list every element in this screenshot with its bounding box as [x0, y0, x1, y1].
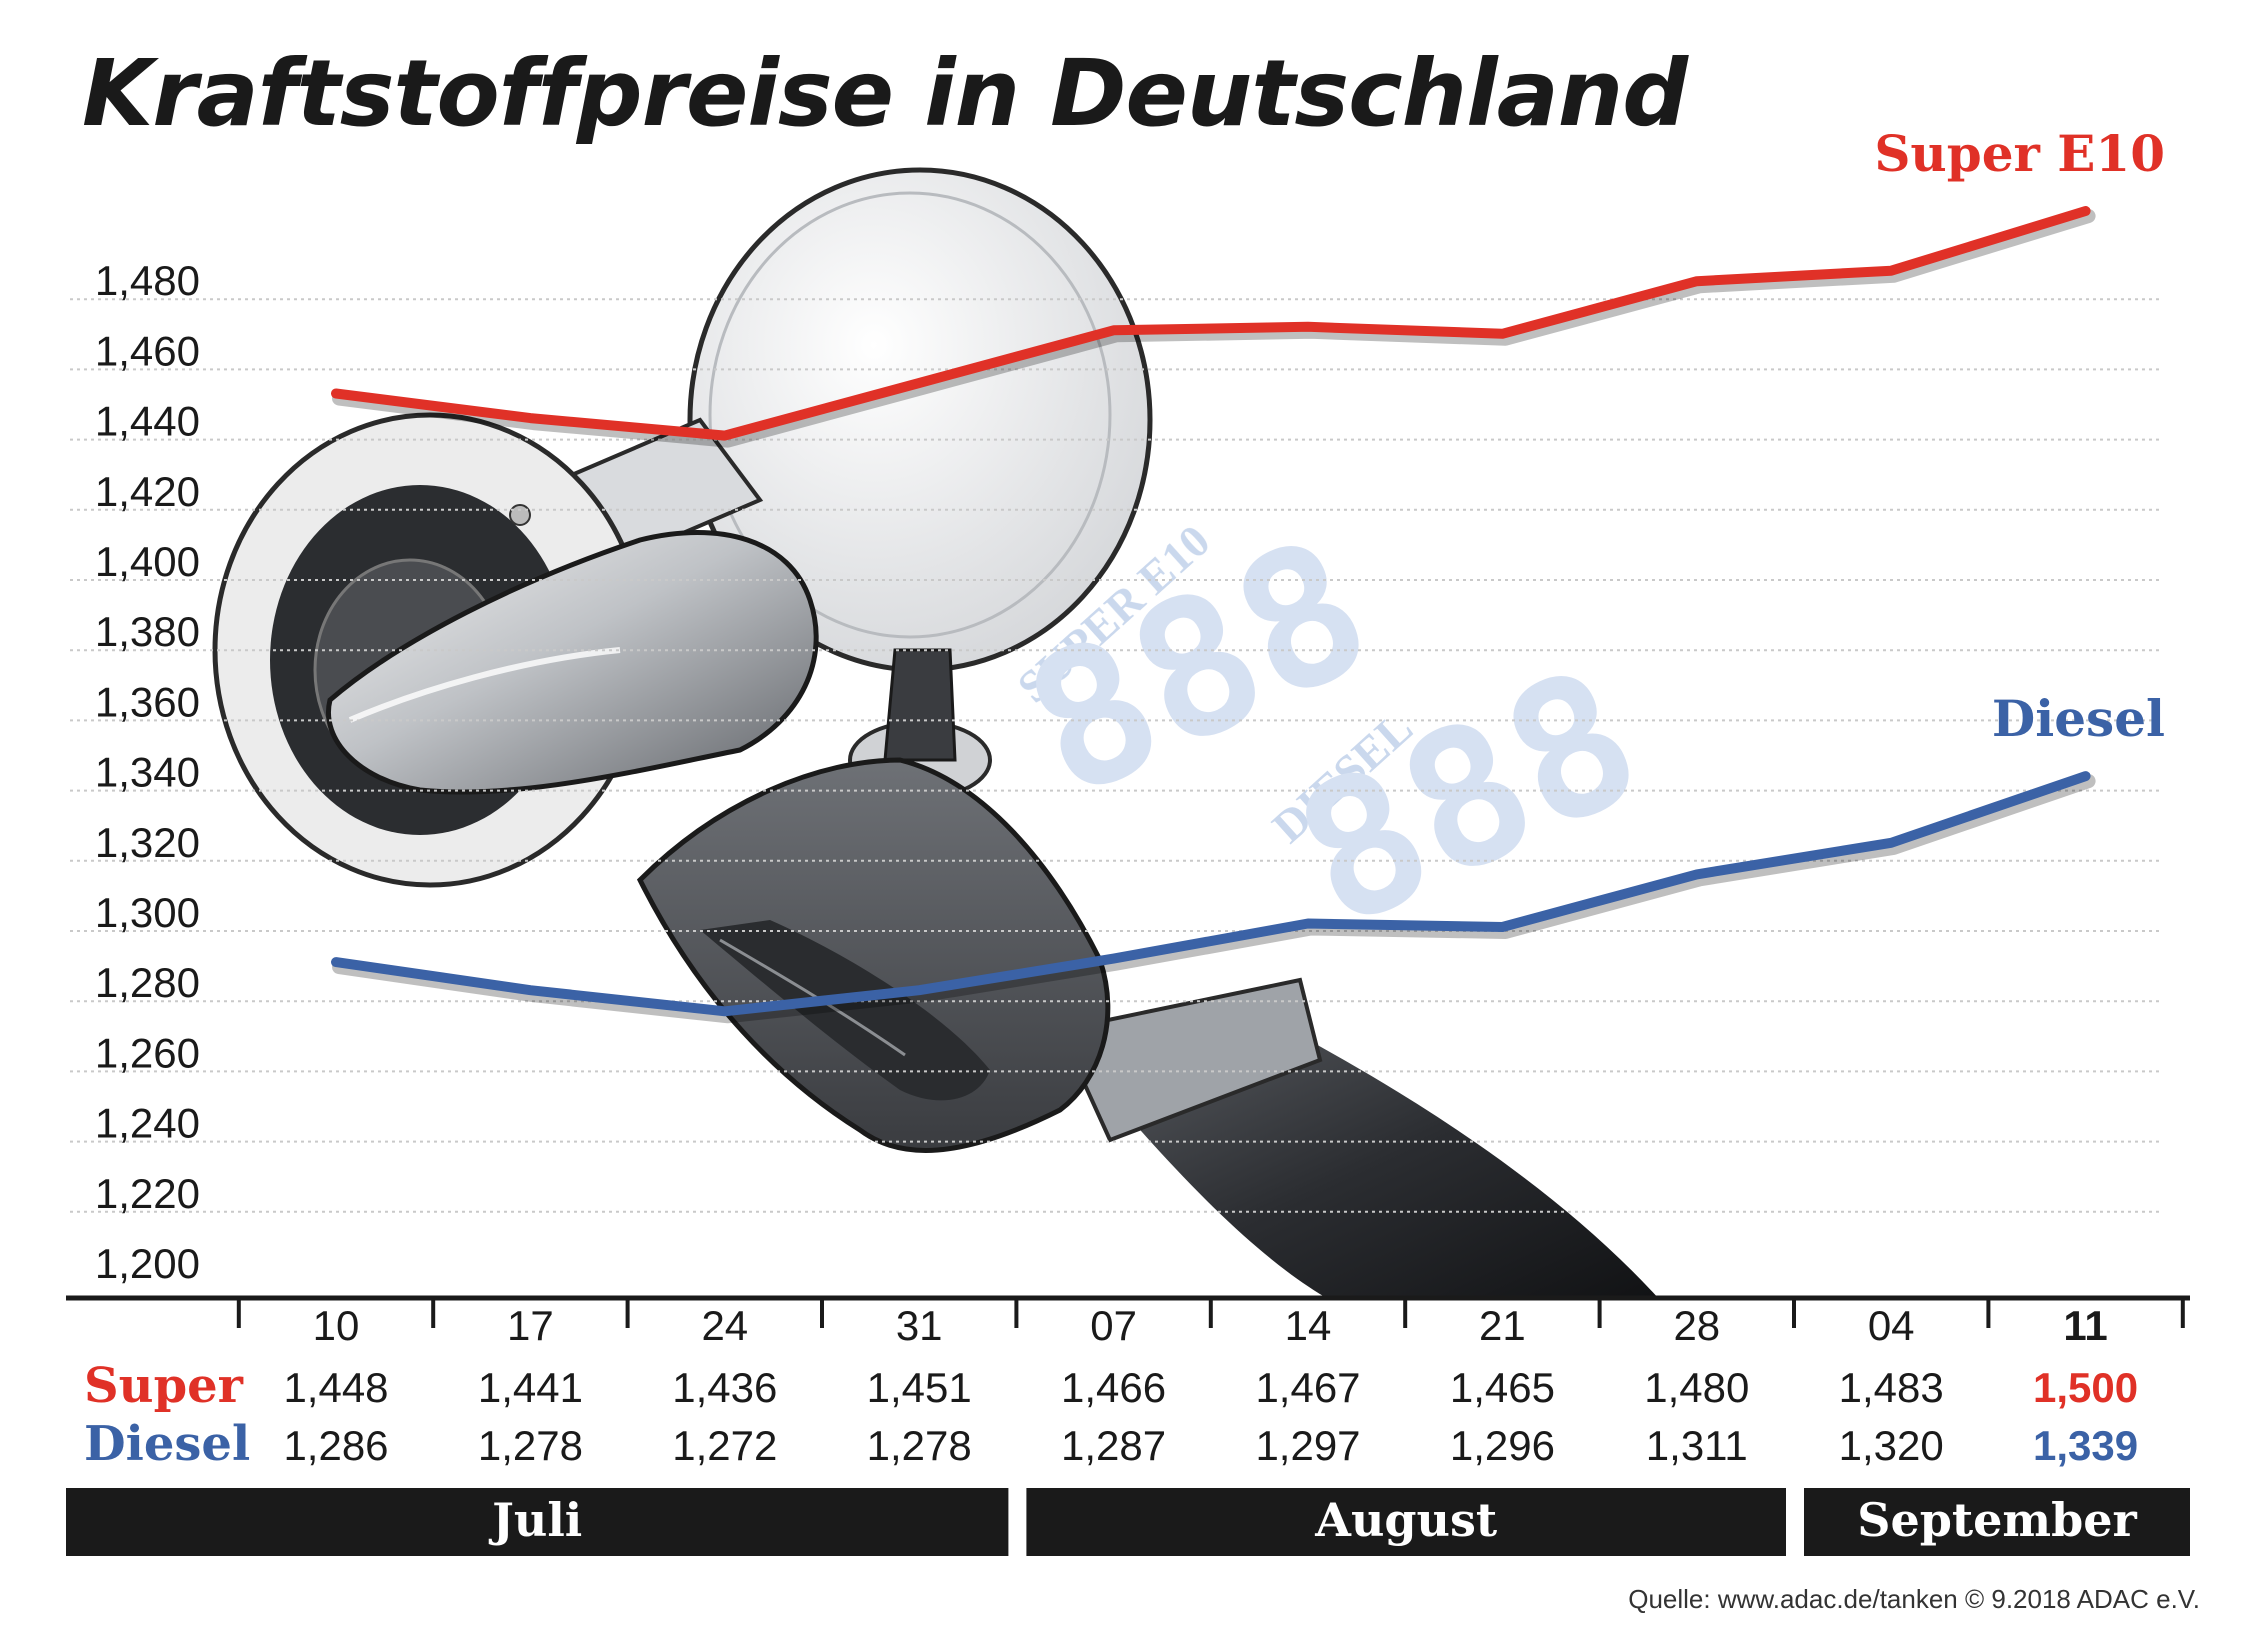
table-value: 1,500	[2033, 1364, 2138, 1411]
y-tick-label: 1,420	[95, 468, 200, 515]
y-tick-label: 1,200	[95, 1240, 200, 1287]
table-value: 1,296	[1450, 1422, 1555, 1469]
x-axis: 10 17 24 31 07 14 21 28 04 11	[66, 1295, 2190, 1349]
y-tick-label: 1,320	[95, 819, 200, 866]
series-line-shadow	[332, 774, 2096, 1024]
series-line-diesel	[331, 771, 2091, 1017]
table-value: 1,278	[867, 1422, 972, 1469]
x-tick-label: 28	[1673, 1302, 1720, 1349]
fuel-nozzle-illustration	[212, 167, 1660, 1300]
month-label: August	[1314, 1493, 1498, 1547]
y-tick-label: 1,260	[95, 1029, 200, 1076]
y-tick-label: 1,400	[95, 538, 200, 585]
chart-gridlines	[70, 298, 2160, 1213]
table-value: 1,451	[867, 1364, 972, 1411]
table-value: 1,278	[478, 1422, 583, 1469]
value-table: Super 1,448 1,441 1,436 1,451 1,466 1,467 1,465…	[84, 1358, 2138, 1472]
table-value: 1,465	[1450, 1364, 1555, 1411]
source-note: Quelle: www.adac.de/tanken © 9.2018 ADAC…	[1628, 1584, 2200, 1614]
chart-title: Kraftstoffpreise in Deutschland	[82, 40, 1688, 147]
month-label: September	[1857, 1493, 2137, 1547]
y-tick-label: 1,460	[95, 327, 200, 374]
month-label: Juli	[488, 1493, 582, 1547]
table-row-label: Diesel	[84, 1416, 250, 1472]
month-bar	[1804, 1488, 2190, 1556]
y-tick-label: 1,300	[95, 889, 200, 936]
table-value: 1,272	[672, 1422, 777, 1469]
x-tick-label: 11	[2063, 1302, 2107, 1349]
table-value: 1,441	[478, 1364, 583, 1411]
table-value: 1,480	[1644, 1364, 1749, 1411]
table-value: 1,287	[1061, 1422, 1166, 1469]
x-tick-label: 17	[507, 1302, 554, 1349]
y-tick-label: 1,440	[95, 398, 200, 445]
x-tick-label: 14	[1285, 1302, 1332, 1349]
month-bar	[1026, 1488, 1786, 1556]
x-tick-label: 24	[701, 1302, 748, 1349]
x-tick-label: 07	[1090, 1302, 1137, 1349]
table-value: 1,448	[283, 1364, 388, 1411]
table-value: 1,466	[1061, 1364, 1166, 1411]
table-value: 1,436	[672, 1364, 777, 1411]
y-tick-label: 1,240	[95, 1100, 200, 1147]
table-value: 1,467	[1255, 1364, 1360, 1411]
table-value: 1,483	[1839, 1364, 1944, 1411]
table-value: 1,286	[283, 1422, 388, 1469]
table-value: 1,297	[1255, 1422, 1360, 1469]
y-tick-label: 1,220	[95, 1170, 200, 1217]
x-tick-label: 04	[1868, 1302, 1915, 1349]
y-tick-label: 1,280	[95, 959, 200, 1006]
table-value: 1,311	[1646, 1422, 1748, 1469]
y-tick-label: 1,360	[95, 678, 200, 725]
y-axis: 1,200 1,220 1,240 1,260 1,280 1,300 1,320 1,340…	[95, 257, 200, 1287]
series-label-super-e10: Super E10	[1874, 124, 2165, 183]
table-value: 1,339	[2033, 1422, 2138, 1469]
table-value: 1,320	[1839, 1422, 1944, 1469]
month-bar	[66, 1488, 1009, 1556]
x-tick-label: 31	[896, 1302, 943, 1349]
series-lines: Super E10 Diesel	[331, 124, 2165, 1024]
month-bars: Juli August September	[66, 1488, 2190, 1556]
y-tick-label: 1,380	[95, 608, 200, 655]
table-row-label: Super	[84, 1358, 244, 1414]
x-tick-label: 10	[313, 1302, 360, 1349]
series-line-super-e10	[331, 206, 2091, 441]
y-tick-label: 1,340	[95, 749, 200, 796]
y-tick-label: 1,480	[95, 257, 200, 304]
x-tick-label: 21	[1479, 1302, 1526, 1349]
series-label-diesel: Diesel	[1992, 689, 2165, 748]
